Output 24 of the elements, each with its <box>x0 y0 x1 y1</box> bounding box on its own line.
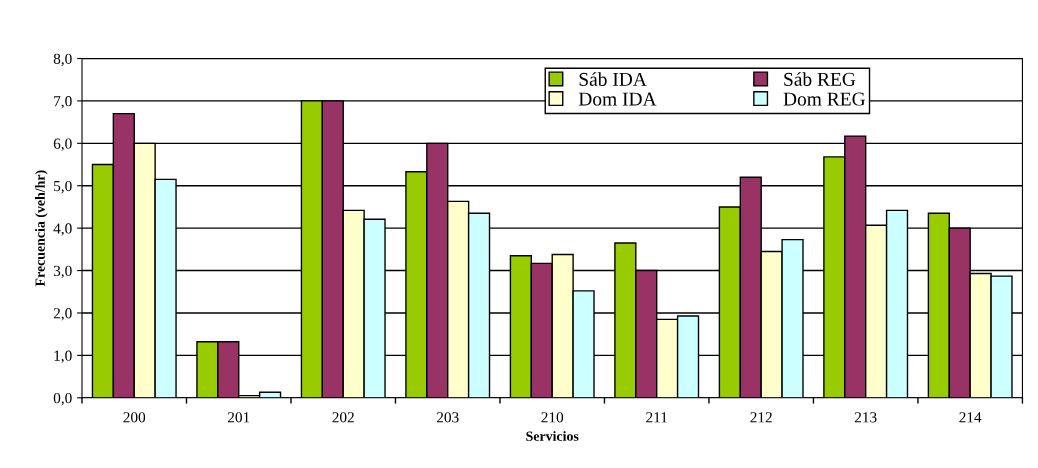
x-tick-label: 212 <box>750 412 772 423</box>
y-tick-label: 3,0 <box>53 265 72 279</box>
legend-label: Sáb REG <box>784 72 856 86</box>
y-tick-label: 6,0 <box>53 138 72 151</box>
x-tick-label: 211 <box>646 412 667 423</box>
y-tick-label: 4,0 <box>53 223 72 236</box>
x-tick-label: 213 <box>854 412 877 423</box>
y-tick-label: 8,0 <box>53 53 72 67</box>
x-tick-label: 214 <box>959 412 982 423</box>
legend-label: Dom IDA <box>578 92 657 106</box>
x-tick-label: 202 <box>332 412 354 423</box>
x-tick-label: 200 <box>123 412 146 423</box>
y-axis-title: Frecuencia (veh/hr) <box>35 170 48 287</box>
y-tick-label: 5,0 <box>54 180 72 194</box>
legend-label: Sáb IDA <box>579 72 647 86</box>
y-tick-label: 7,0 <box>54 96 72 109</box>
legend-label: Dom REG <box>783 92 866 106</box>
x-tick-label: 210 <box>541 412 564 423</box>
y-tick-label: 2,0 <box>53 308 72 321</box>
x-tick-label: 203 <box>436 412 459 423</box>
y-tick-label: 1,0 <box>54 350 72 364</box>
y-tick-label: 0,0 <box>53 392 72 406</box>
x-axis-title: Servicios <box>526 431 579 441</box>
x-tick-label: 201 <box>227 412 250 423</box>
